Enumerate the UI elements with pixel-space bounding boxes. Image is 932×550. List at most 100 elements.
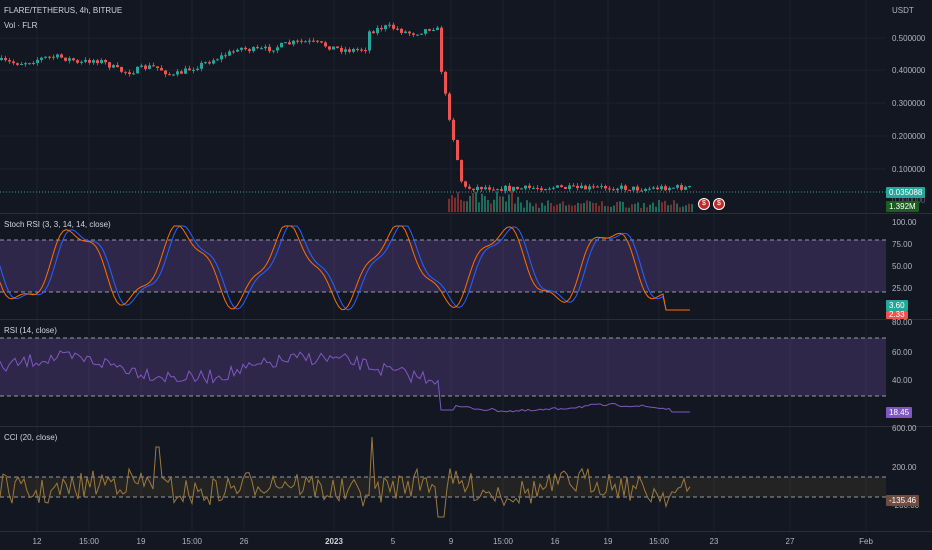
candle-body bbox=[100, 59, 103, 64]
candle-body bbox=[184, 68, 187, 74]
price-tick: 0.400000 bbox=[892, 66, 926, 75]
candle-body bbox=[400, 28, 403, 33]
candle-body bbox=[564, 187, 567, 190]
pane-separator[interactable] bbox=[0, 319, 932, 320]
volume-bar bbox=[610, 206, 612, 212]
volume-bar bbox=[544, 205, 546, 212]
volume-bar bbox=[568, 204, 570, 212]
candle-body bbox=[60, 54, 63, 58]
time-label: Feb bbox=[859, 537, 873, 546]
candle-body bbox=[532, 187, 535, 189]
volume-bar bbox=[559, 203, 561, 212]
candle-body bbox=[280, 42, 283, 48]
volume-bar bbox=[688, 203, 690, 212]
candle-body bbox=[544, 189, 547, 191]
candle-body bbox=[36, 59, 39, 63]
cci-pane[interactable]: CCI (20, close) bbox=[0, 427, 886, 531]
candle-body bbox=[84, 59, 87, 62]
candle-body bbox=[644, 189, 647, 191]
candle-body bbox=[428, 29, 431, 31]
time-label: 15:00 bbox=[78, 537, 100, 546]
price-tick: 0.100000 bbox=[892, 165, 926, 174]
stoch-d-line bbox=[0, 225, 690, 311]
volume-bar bbox=[457, 192, 459, 212]
candle-body bbox=[500, 189, 503, 191]
volume-bar bbox=[523, 207, 525, 212]
time-label: 12 bbox=[32, 537, 42, 546]
stoch-tick: 100.00 bbox=[892, 218, 917, 227]
candle-body bbox=[40, 57, 43, 60]
volume-bar bbox=[478, 202, 480, 212]
volume-bar bbox=[601, 201, 603, 212]
candle-body bbox=[16, 63, 19, 65]
volume-legend[interactable]: Vol · FLR bbox=[4, 21, 38, 30]
time-label: 16 bbox=[550, 537, 560, 546]
candle-body bbox=[168, 74, 171, 76]
price-tick: 0.300000 bbox=[892, 99, 926, 108]
price-pane[interactable]: FLARE/TETHERUS, 4h, BITRUE Vol · FLR $ $ bbox=[0, 0, 886, 213]
time-label: 26 bbox=[239, 537, 249, 546]
stoch-rsi-pane[interactable]: Stoch RSI (3, 3, 14, 14, close) bbox=[0, 214, 886, 319]
dividend-flag-icon[interactable]: $ bbox=[698, 198, 710, 210]
candle-body bbox=[580, 185, 583, 189]
candle-body bbox=[452, 119, 455, 140]
candle-body bbox=[56, 54, 59, 58]
price-axis[interactable]: USDT 0.500000 0.400000 0.300000 0.200000… bbox=[886, 0, 932, 213]
volume-bar bbox=[625, 207, 627, 212]
rsi-chart bbox=[0, 320, 886, 426]
candle-body bbox=[132, 73, 135, 75]
volume-bar bbox=[460, 199, 462, 212]
candle-body bbox=[64, 57, 67, 61]
candle-body bbox=[232, 51, 235, 53]
candle-body bbox=[292, 40, 295, 45]
candle-body bbox=[332, 46, 335, 50]
volume-bar bbox=[538, 207, 540, 212]
pane-separator[interactable] bbox=[0, 426, 932, 427]
volume-bar bbox=[517, 196, 519, 212]
candle-body bbox=[360, 49, 363, 51]
candle-body bbox=[148, 65, 151, 69]
candle-body bbox=[128, 72, 131, 74]
earnings-flag-icon[interactable]: $ bbox=[713, 198, 725, 210]
volume-bar bbox=[532, 206, 534, 212]
time-label: 9 bbox=[448, 537, 454, 546]
cci-axis[interactable]: 600.00 200.00 -200.00 bbox=[886, 424, 932, 531]
candle-body bbox=[120, 67, 123, 72]
candle-body bbox=[460, 160, 463, 182]
rsi-pane[interactable]: RSI (14, close) bbox=[0, 320, 886, 426]
volume-badge: 1.392M bbox=[886, 201, 919, 212]
candle-body bbox=[508, 185, 511, 191]
candle-body bbox=[260, 48, 263, 50]
rsi-legend[interactable]: RSI (14, close) bbox=[4, 326, 57, 335]
stoch-band bbox=[0, 240, 886, 292]
candle-body bbox=[380, 27, 383, 30]
symbol-legend[interactable]: FLARE/TETHERUS, 4h, BITRUE bbox=[4, 6, 123, 15]
volume-bar bbox=[679, 207, 681, 212]
volume-bar bbox=[565, 205, 567, 212]
volume-bar bbox=[661, 202, 663, 212]
candle-body bbox=[136, 66, 139, 74]
volume-bar bbox=[682, 206, 684, 212]
time-axis[interactable]: 12 15:00 19 15:00 26 2023 5 9 15:00 16 1… bbox=[0, 532, 886, 550]
candle-body bbox=[368, 31, 371, 51]
volume-bar bbox=[451, 195, 453, 212]
candle-body bbox=[268, 46, 271, 52]
candle-body bbox=[308, 40, 311, 42]
volume-bar bbox=[604, 206, 606, 212]
time-label: 15:00 bbox=[181, 537, 203, 546]
candle-body bbox=[160, 68, 163, 71]
volume-bar bbox=[676, 203, 678, 212]
candle-body bbox=[444, 71, 447, 94]
candle-body bbox=[636, 186, 639, 191]
candle-body bbox=[52, 56, 55, 58]
candle-body bbox=[196, 68, 199, 70]
time-label: 15:00 bbox=[492, 537, 514, 546]
pane-separator[interactable] bbox=[0, 213, 932, 214]
volume-bar bbox=[490, 203, 492, 212]
rsi-tick: 80.00 bbox=[892, 318, 913, 327]
stoch-rsi-legend[interactable]: Stoch RSI (3, 3, 14, 14, close) bbox=[4, 220, 111, 229]
cci-legend[interactable]: CCI (20, close) bbox=[4, 433, 58, 442]
volume-bar bbox=[664, 200, 666, 212]
candle-body bbox=[336, 46, 339, 48]
